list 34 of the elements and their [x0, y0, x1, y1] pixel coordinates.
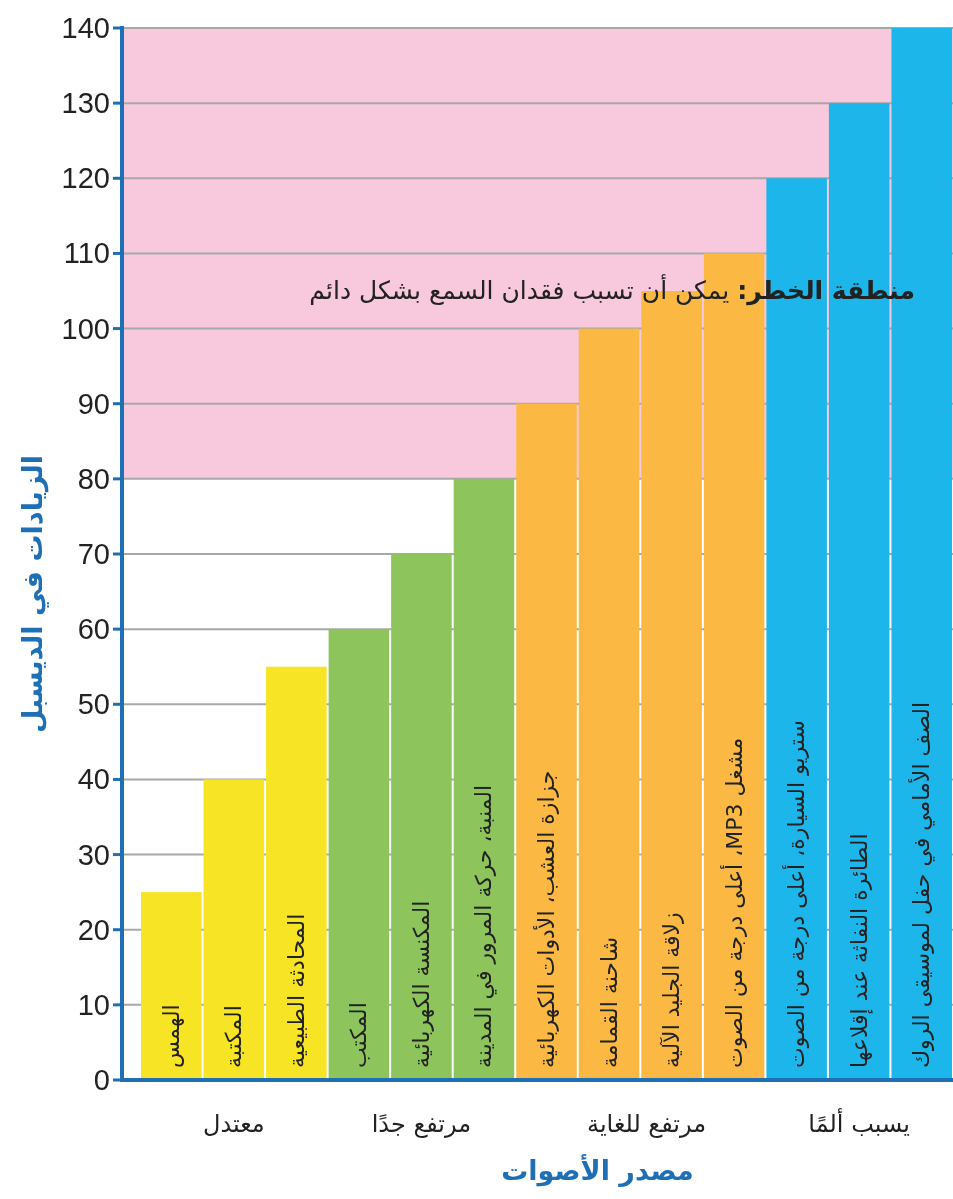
y-tick-label: 90 — [77, 387, 110, 420]
text: يسبب ألمًا — [808, 1108, 911, 1138]
y-tick-label: 0 — [93, 1064, 110, 1096]
y-tick-label: 70 — [77, 538, 110, 570]
x-axis-title: مصدر الأصوات — [501, 1154, 694, 1187]
y-tick-label: 80 — [77, 462, 110, 495]
x-tick-label: الهمس — [158, 1004, 185, 1068]
text: مرتفع جدًا — [371, 1110, 472, 1138]
text: مرتفع للغاية — [587, 1110, 707, 1138]
y-tick-label: 100 — [61, 312, 110, 345]
y-tick-label: 40 — [77, 763, 110, 796]
x-tick-label: الطائرة النفاثة عند إقلاعها — [846, 833, 873, 1068]
y-axis-title: الزيادات في الديسبل — [16, 454, 49, 734]
y-tick-label: 110 — [63, 237, 110, 270]
y-tick-label: 60 — [77, 613, 110, 646]
y-tick-label: 50 — [77, 688, 110, 721]
x-tick-label: الصف الأمامي في حفل لموسيقى الروك — [908, 701, 936, 1068]
y-tick-label: 30 — [77, 838, 110, 871]
x-tick-label: المحادثة الطبيعية — [283, 913, 309, 1068]
y-tick-label: 140 — [61, 12, 110, 44]
text: معتدل — [202, 1110, 265, 1138]
x-tick-label: المكنسة الكهربائية — [408, 900, 434, 1068]
x-tick-label: شاحنة القمامة — [596, 936, 622, 1068]
y-tick-label: 130 — [61, 87, 110, 120]
x-tick-label: المكتبة — [221, 1005, 247, 1068]
x-tick-label: المنبة، حركة المرور في المدينة — [471, 784, 498, 1068]
y-tick-label: 20 — [77, 913, 110, 946]
x-tick-label: زلاقة الجليد الآلية — [659, 912, 685, 1068]
x-tick-label: جزازة العشب، الأدوات الكهربائية — [533, 770, 559, 1068]
x-tick-label: مشغل MP3، أعلى درجة من الصوت — [719, 737, 747, 1068]
y-tick-label: 120 — [61, 162, 110, 195]
x-tick-label: المكتب — [346, 1002, 372, 1068]
x-tick-label: ستريو السيارة، أعلى درجة من الصوت — [782, 720, 810, 1068]
y-tick-label: 10 — [77, 988, 110, 1021]
